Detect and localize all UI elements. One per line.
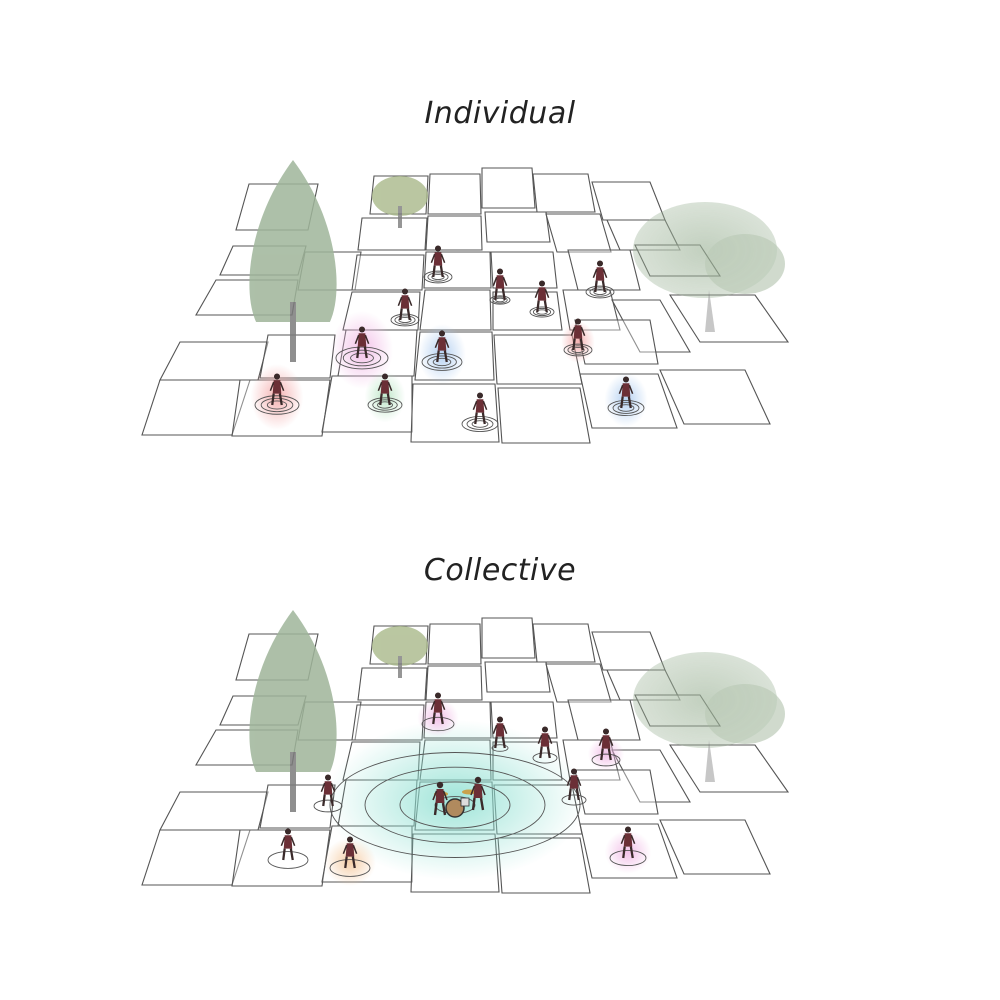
person-silhouette-icon: [269, 373, 285, 406]
ground-tile-17: [567, 699, 641, 741]
broad-canopy-tree-icon: [633, 202, 785, 332]
ground-tile-7: [357, 667, 428, 701]
person-silhouette-icon: [280, 828, 296, 861]
small-tree-icon: [372, 176, 428, 228]
person-silhouette-icon: [342, 836, 358, 869]
ground-tile-7: [357, 217, 428, 251]
ground-tile-3: [481, 167, 536, 209]
person-silhouette-icon: [430, 245, 446, 278]
activity-rings-0: [423, 270, 453, 284]
person-silhouette-icon: [377, 373, 393, 406]
person-silhouette-icon: [354, 326, 370, 359]
ground-tile-14: [351, 254, 425, 291]
broad-canopy-tree-icon: [633, 652, 785, 782]
activity-glow-8: [250, 364, 304, 430]
ground-tile-9: [484, 661, 551, 693]
ground-tile-10: [545, 213, 612, 253]
activity-rings-9: [367, 397, 403, 413]
ground-tile-35: [497, 387, 591, 444]
ground-tile-34: [410, 383, 500, 443]
activity-rings-8: [254, 395, 300, 415]
ground-tile-37: [659, 369, 771, 425]
person-silhouette-icon: [472, 392, 488, 425]
activity-rings-11: [607, 399, 645, 417]
ground-tile-2: [427, 623, 482, 665]
activity-rings-3: [591, 753, 621, 767]
activity-rings-4: [313, 799, 343, 813]
person-silhouette-icon: [430, 692, 446, 725]
person-silhouette-icon: [397, 288, 413, 321]
ground-tile-5: [591, 181, 666, 221]
activity-rings-6: [421, 353, 463, 371]
scene-collective: [141, 610, 790, 894]
ground-tile-3: [481, 617, 536, 659]
panel-collective: Collective: [0, 500, 1000, 1000]
ground-tile-25: [159, 791, 269, 831]
activity-rings-5: [561, 794, 587, 806]
ground-tile-32: [231, 829, 331, 887]
person-silhouette-icon: [537, 726, 553, 759]
activity-rings-2: [532, 752, 558, 764]
person-silhouette-icon: [534, 280, 550, 313]
activity-rings-0: [421, 716, 455, 732]
scene-individual: [141, 160, 790, 444]
panel-individual: Individual: [141, 96, 790, 444]
activity-rings-7: [563, 343, 593, 357]
ground-tile-10: [545, 663, 612, 703]
activity-rings-8: [609, 849, 647, 867]
ground-tile-9: [484, 211, 551, 243]
person-silhouette-icon: [320, 774, 336, 807]
tall-conifer-tree-icon: [249, 160, 337, 362]
person-silhouette-icon: [492, 268, 508, 301]
ground-tile-30: [574, 769, 659, 815]
ground-tile-25: [159, 341, 269, 381]
small-tree-icon: [372, 626, 428, 678]
ground-tile-24: [668, 744, 790, 793]
ground-tile-37: [659, 819, 771, 875]
person-silhouette-icon: [570, 318, 586, 351]
tall-conifer-tree-icon: [249, 610, 337, 812]
panel-title-individual: Individual: [424, 96, 576, 131]
activity-rings-1: [491, 744, 509, 752]
ground-tile-4: [532, 623, 596, 663]
person-silhouette-icon: [618, 376, 634, 409]
activity-glow-0: [417, 698, 459, 738]
activity-rings-4: [390, 313, 420, 327]
ground-tile-26: [259, 784, 336, 829]
ground-tile-5: [591, 631, 666, 671]
ground-tile-8: [425, 215, 483, 251]
person-silhouette-icon: [566, 768, 582, 801]
activity-glow-9: [364, 371, 406, 423]
ground-tile-2: [427, 173, 482, 215]
person-silhouette-icon: [592, 260, 608, 293]
person-silhouette-icon: [434, 330, 450, 363]
ground-tile-24: [668, 294, 790, 343]
person-silhouette-icon: [598, 728, 614, 761]
ground-tile-20: [419, 289, 492, 331]
activity-rings-7: [329, 859, 371, 877]
activity-rings-5: [335, 346, 389, 370]
person-silhouette-icon: [470, 776, 486, 811]
person-silhouette-icon: [620, 826, 636, 859]
activity-rings-10: [461, 415, 499, 433]
person-silhouette-icon: [432, 781, 448, 816]
collective-rings: [329, 752, 581, 858]
person-silhouette-icon: [492, 716, 508, 749]
ground-tile-8: [425, 665, 483, 701]
activity-rings-3: [585, 285, 615, 299]
ground-tile-16: [490, 251, 558, 289]
activity-rings-6: [267, 851, 309, 869]
ground-tile-4: [532, 173, 596, 213]
panel-title-collective: Collective: [423, 553, 577, 588]
activity-rings-2: [529, 306, 555, 318]
activity-glow-8: [604, 830, 652, 874]
